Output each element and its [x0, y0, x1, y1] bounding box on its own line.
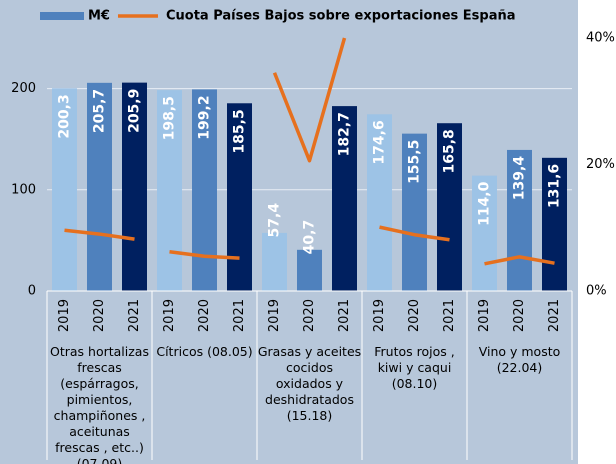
- line: [64, 228, 135, 241]
- value-label: 205,7: [92, 89, 108, 133]
- group-label: Otras hortalizas frescas (espárragos, pi…: [50, 344, 149, 464]
- y-tick-label: 200: [11, 81, 36, 96]
- value-label: 182,7: [337, 112, 353, 156]
- value-label: 40,7: [302, 220, 318, 255]
- legend-swatch: [40, 12, 84, 20]
- y-tick-label: 0: [28, 284, 36, 299]
- group-label: Grasas y aceites cocidos oxidados y desh…: [257, 344, 362, 423]
- group-label: Frutos rojos , kiwi y caqui (08.10): [374, 344, 455, 391]
- x-tick-label: 2021: [127, 299, 142, 332]
- bar: [52, 88, 77, 291]
- x-tick-label: 2019: [267, 299, 282, 332]
- bar: [402, 133, 427, 291]
- bar: [297, 249, 322, 291]
- bar: [367, 114, 392, 291]
- value-label: 165,8: [442, 129, 458, 173]
- value-label: 57,4: [267, 203, 283, 238]
- bar: [507, 149, 532, 291]
- line: [272, 37, 347, 163]
- bar: [472, 175, 497, 291]
- bar: [332, 106, 357, 291]
- value-label: 185,5: [232, 109, 248, 153]
- value-label: 114,0: [477, 181, 493, 226]
- x-tick-label: 2020: [407, 299, 422, 332]
- x-tick-label: 2021: [547, 299, 562, 332]
- x-tick-label: 2019: [162, 299, 177, 332]
- value-label: 200,3: [57, 94, 73, 138]
- group-label: Vino y mosto (22.04): [478, 344, 561, 375]
- x-tick-label: 2020: [302, 299, 317, 332]
- bar: [157, 90, 182, 291]
- x-tick-label: 2020: [92, 299, 107, 332]
- legend-label: M€: [88, 9, 110, 24]
- x-tick-label: 2020: [197, 299, 212, 332]
- bar: [262, 232, 287, 291]
- x-tick-label: 2021: [232, 299, 247, 332]
- value-label: 139,4: [512, 156, 528, 201]
- y2-tick-label: 0%: [586, 284, 607, 299]
- value-label: 205,9: [127, 89, 143, 133]
- x-tick-label: 2021: [337, 299, 352, 332]
- bar: [227, 103, 252, 291]
- x-tick-label: 2019: [372, 299, 387, 332]
- value-label: 198,5: [162, 96, 178, 140]
- group-label: Cítricos (08.05): [156, 344, 253, 359]
- line: [169, 250, 240, 260]
- y-tick-label: 100: [11, 182, 36, 197]
- line: [379, 225, 450, 242]
- value-label: 131,6: [547, 164, 563, 208]
- bar: [122, 82, 147, 291]
- bar: [542, 157, 567, 291]
- y2-tick-label: 40%: [586, 31, 615, 46]
- value-label: 199,2: [197, 95, 213, 139]
- x-tick-label: 2020: [512, 299, 527, 332]
- x-tick-label: 2019: [57, 299, 72, 332]
- bar: [87, 82, 112, 291]
- x-tick-label: 2019: [477, 299, 492, 332]
- legend-label: Cuota Países Bajos sobre exportaciones E…: [166, 9, 516, 24]
- bar: [437, 123, 462, 291]
- line: [484, 255, 555, 266]
- value-label: 174,6: [372, 120, 388, 164]
- value-label: 155,5: [407, 140, 423, 184]
- y2-tick-label: 20%: [586, 157, 615, 172]
- x-tick-label: 2021: [442, 299, 457, 332]
